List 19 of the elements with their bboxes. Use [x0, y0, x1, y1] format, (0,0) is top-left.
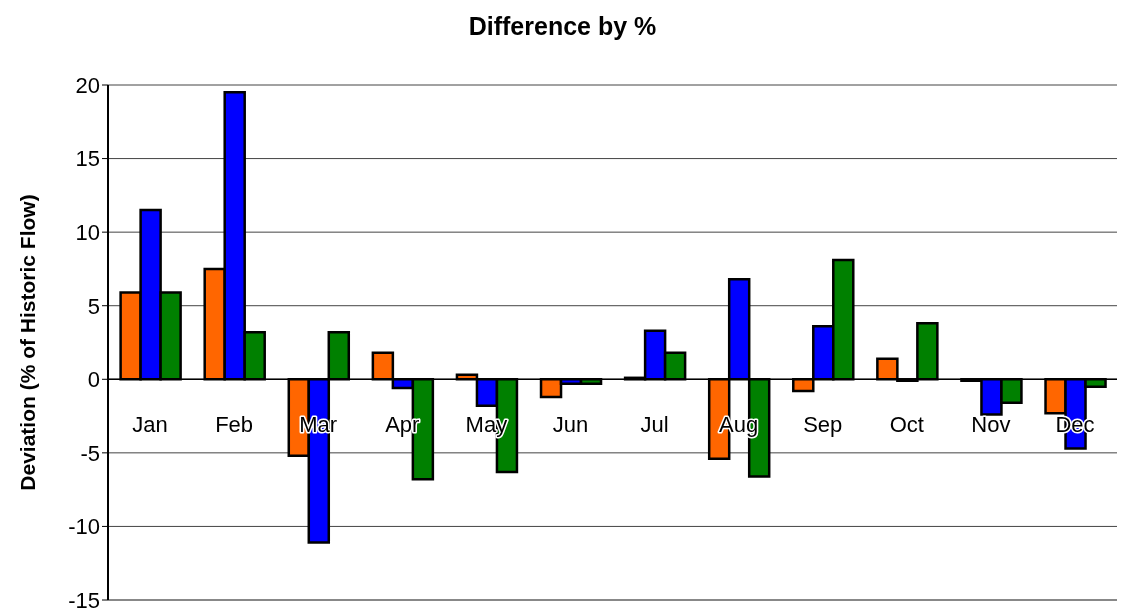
y-tick-label: 20 [75, 72, 100, 98]
x-tick-label: Dec [1055, 411, 1095, 437]
y-tick-label: 15 [75, 146, 100, 172]
y-tick-label: 5 [87, 293, 100, 319]
y-tick-label: -15 [68, 587, 100, 613]
y-tick-label: 10 [75, 219, 100, 245]
y-tick-label: -5 [80, 440, 100, 466]
x-tick-label: Oct [889, 411, 924, 437]
x-tick-label: Jul [640, 411, 669, 437]
y-tick-label: 0 [87, 367, 100, 393]
x-tick-label: Feb [215, 411, 254, 437]
y-axis-title: Deviation (% of Historic Flow) [16, 194, 40, 491]
chart-title: Difference by % [467, 12, 658, 41]
y-tick-label: -10 [68, 514, 100, 540]
x-tick-label: Jan [132, 411, 168, 437]
x-tick-label: Sep [803, 411, 843, 437]
x-tick-label: Mar [299, 411, 338, 437]
x-tick-label: Nov [971, 411, 1011, 437]
x-tick-label: Jun [552, 411, 589, 437]
